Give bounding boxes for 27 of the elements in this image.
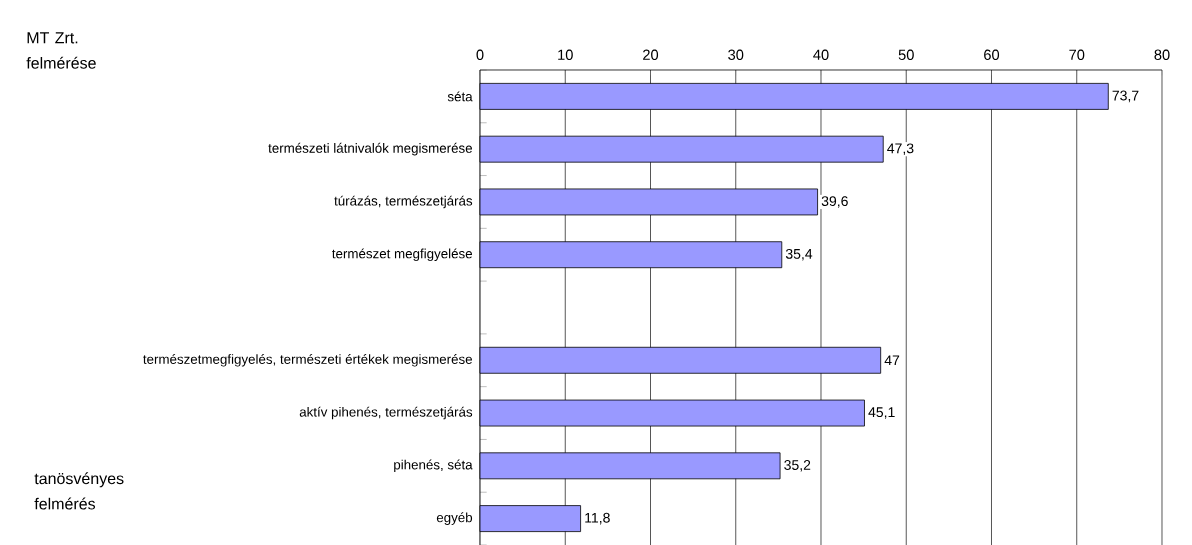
y-tick-label: természetmegfigyelés, természeti értékek megismerése xyxy=(143,353,472,367)
x-tick-label: 60 xyxy=(984,49,1000,60)
y-tick-label: természet megfigyelése xyxy=(332,248,472,261)
data-label: 35,2 xyxy=(784,460,811,472)
data-label: 73,7 xyxy=(1112,90,1139,103)
data-label: 39,6 xyxy=(821,196,848,208)
text: tanösvényes felmérés xyxy=(34,472,124,510)
y-tick-label: séta xyxy=(447,91,473,102)
data-label: 11,8 xyxy=(585,512,610,525)
data-label: 45,1 xyxy=(868,407,895,419)
x-tick-label: 0 xyxy=(476,49,484,60)
x-tick-label: 10 xyxy=(558,49,573,60)
data-label: 47,3 xyxy=(887,143,914,155)
x-tick-label: 20 xyxy=(643,49,659,60)
data-label: 35,4 xyxy=(785,248,813,261)
y-tick-label: pihenés, séta xyxy=(394,459,473,473)
x-tick-label: 50 xyxy=(898,49,914,60)
x-tick-label: 70 xyxy=(1069,49,1085,60)
x-tick-label: 80 xyxy=(1154,49,1170,60)
y-tick-label: túrázás, természetjárás xyxy=(334,195,473,209)
data-label: 47 xyxy=(884,355,900,366)
y-tick-label: aktív pihenés, természetjárás xyxy=(299,406,473,420)
x-tick-label: 40 xyxy=(813,49,829,60)
y-tick-label: természeti látnivalók megismerése xyxy=(268,142,472,156)
x-tick-label: 30 xyxy=(728,49,744,60)
text: MT Zrt. felmérése xyxy=(26,32,96,69)
y-tick-label: egyéb xyxy=(436,512,473,525)
